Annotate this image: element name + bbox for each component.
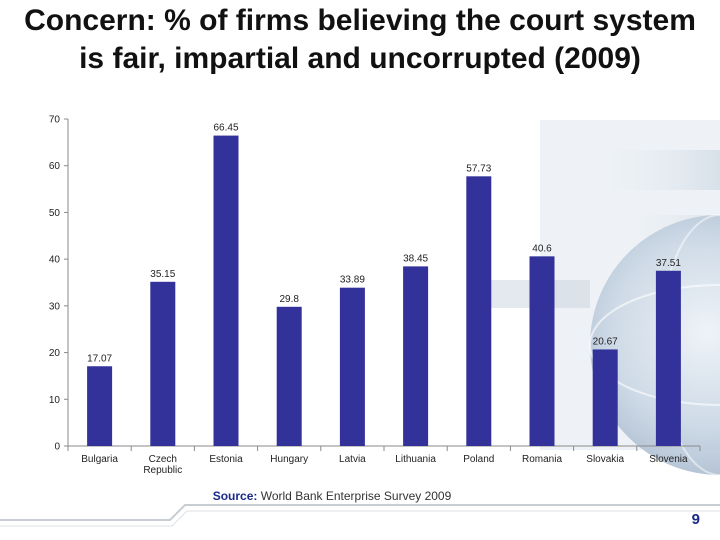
x-tick-label: Hungary (270, 454, 308, 465)
x-tick-label: Romania (522, 454, 562, 465)
y-tick-label: 30 (49, 301, 61, 312)
data-label: 35.15 (150, 269, 175, 280)
data-label: 37.51 (656, 258, 681, 269)
y-tick-label: 10 (49, 395, 61, 406)
source-label: Source: (212, 489, 258, 503)
x-tick-label: Lithuania (395, 454, 436, 465)
x-tick-label: Slovakia (586, 454, 624, 465)
x-tick-label: Czech Republic (143, 454, 182, 476)
bar-series (87, 135, 681, 447)
data-label: 33.89 (340, 275, 365, 286)
source-note: Source: World Bank Enterprise Survey 200… (0, 489, 664, 503)
x-tick-label: Bulgaria (81, 454, 118, 465)
bar (655, 270, 681, 446)
x-tick-label: Estonia (209, 454, 243, 465)
bar (339, 287, 365, 446)
bar (276, 306, 302, 446)
y-tick-label: 70 (49, 115, 61, 126)
data-label: 29.8 (279, 294, 299, 305)
bar (529, 256, 555, 446)
data-label: 20.67 (593, 336, 618, 347)
data-label: 40.6 (532, 243, 552, 254)
data-label: 38.45 (403, 253, 428, 264)
x-tick-label: Poland (463, 454, 494, 465)
source-text: World Bank Enterprise Survey 2009 (260, 489, 452, 503)
data-label: 66.45 (213, 123, 238, 134)
bar (150, 281, 176, 446)
bar (592, 349, 618, 446)
y-tick-label: 60 (49, 161, 61, 172)
y-tick-label: 0 (54, 442, 60, 453)
bar (466, 176, 492, 447)
x-tick-label: Latvia (339, 454, 366, 465)
data-label: 57.73 (466, 163, 491, 174)
data-labels: 17.07 35.15 66.45 29.8 33.89 38.45 57.73 40.6 20… (87, 123, 681, 365)
y-tick-label: 20 (49, 348, 61, 359)
data-label: 17.07 (87, 353, 112, 364)
y-axis: 0 10 20 30 40 50 60 70 (49, 115, 69, 453)
x-axis: Bulgaria Czech Republic Estonia Hungary Latvi… (67, 445, 701, 476)
bar (213, 135, 239, 447)
y-tick-label: 50 (49, 208, 61, 219)
page-number: 9 (691, 511, 700, 528)
bar (403, 266, 429, 446)
x-tick-label: Slovenia (649, 454, 688, 465)
slide-title: Concern: % of firms believing the court … (24, 4, 696, 75)
y-tick-label: 40 (49, 255, 61, 266)
bar (87, 366, 113, 446)
